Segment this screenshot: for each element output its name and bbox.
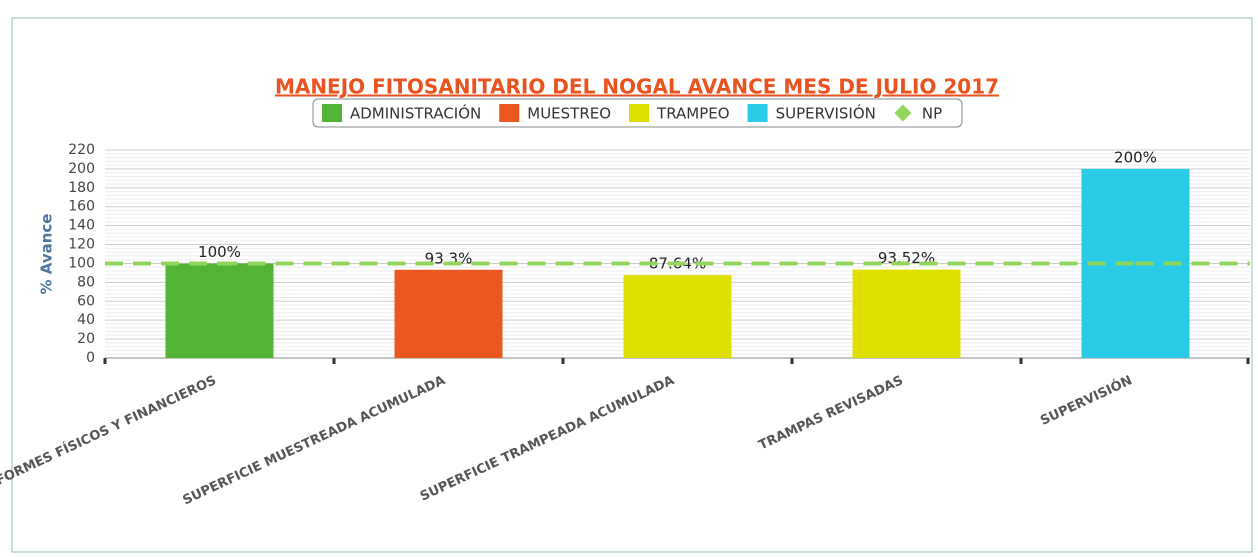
y-tick-label: 60	[77, 293, 95, 309]
y-tick-label: 220	[68, 142, 95, 158]
y-tick-label: 20	[77, 331, 95, 347]
legend-symbol	[629, 104, 650, 122]
y-tick-label: 120	[68, 237, 95, 253]
y-tick-label: 200	[68, 161, 95, 177]
value-label: 200%	[1114, 148, 1157, 166]
legend-label: ADMINISTRACIÓN	[350, 104, 481, 123]
y-tick-label: 160	[68, 199, 95, 215]
y-tick-label: 100	[68, 255, 95, 271]
legend-label: TRAMPEO	[656, 105, 730, 123]
y-tick-label: 80	[77, 274, 95, 290]
value-label: 100%	[198, 243, 241, 261]
chart-title: MANEJO FITOSANITARIO DEL NOGAL AVANCE ME…	[275, 75, 999, 99]
y-tick-label: 0	[86, 350, 95, 366]
bar	[165, 263, 274, 358]
bar	[852, 269, 961, 358]
legend-label: NP	[922, 105, 942, 123]
legend-symbol	[894, 104, 912, 122]
y-tick-label: 180	[68, 180, 95, 196]
legend-label: SUPERVISIÓN	[776, 104, 876, 123]
y-tick-label: 40	[77, 312, 95, 328]
bar	[623, 275, 732, 358]
legend-symbol	[322, 104, 342, 122]
y-axis-label: % Avance	[38, 214, 56, 295]
y-tick-label: 140	[68, 218, 95, 234]
legend-symbol	[499, 104, 520, 122]
legend-symbol	[747, 104, 768, 122]
bar	[394, 269, 503, 358]
legend-label: MUESTREO	[527, 105, 611, 123]
